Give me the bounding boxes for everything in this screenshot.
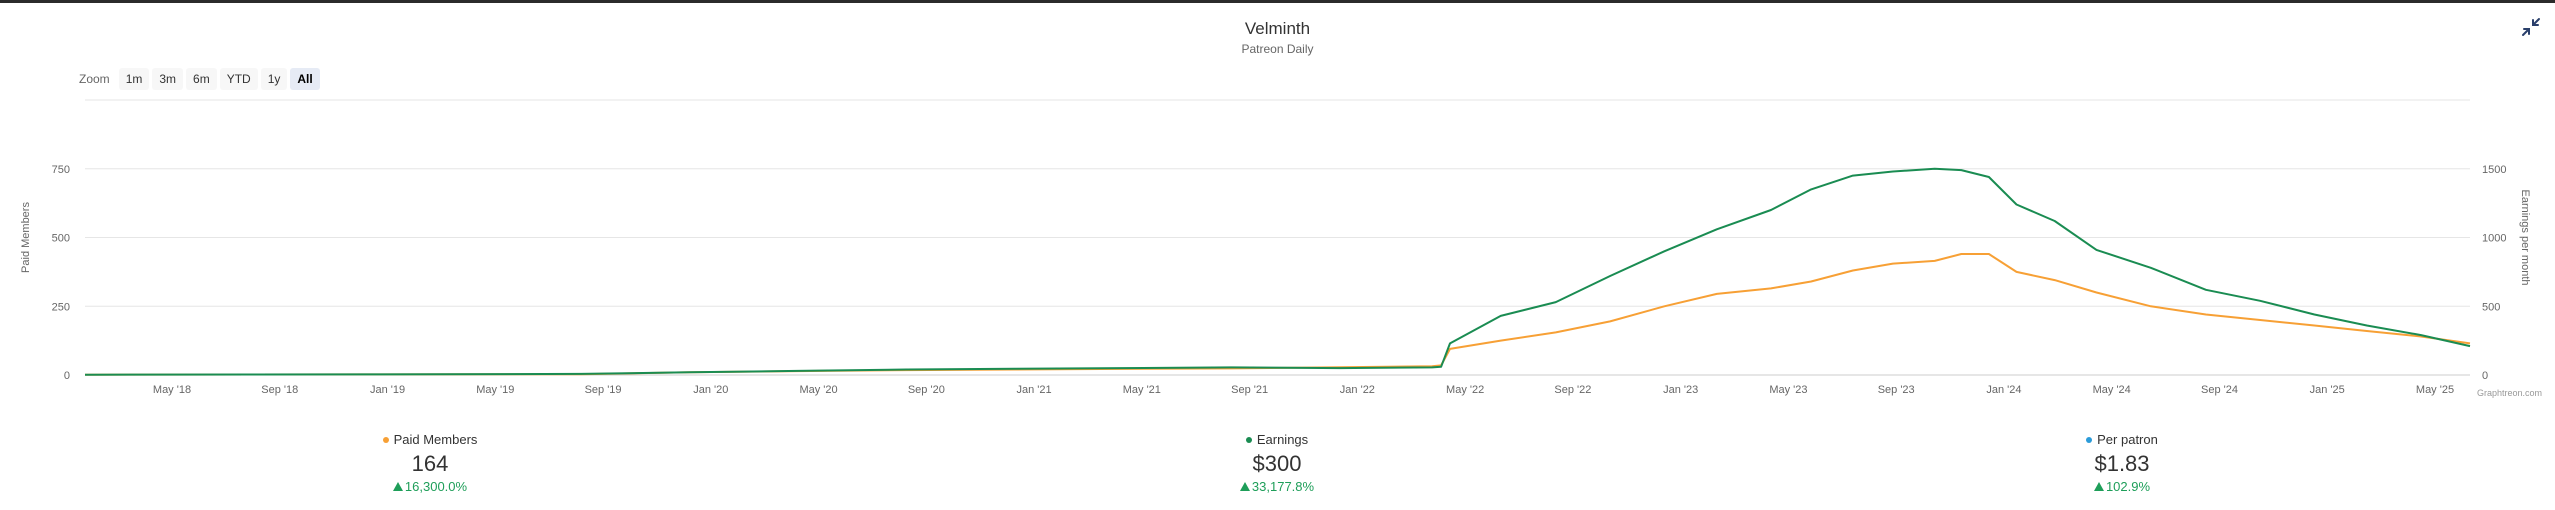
x-tick-label: Sep '21: [1231, 384, 1268, 396]
top-border: [0, 0, 2555, 3]
x-tick-label: Jan '22: [1340, 384, 1375, 396]
x-tick-label: May '23: [1769, 384, 1807, 396]
chart-subtitle: Patreon Daily: [1241, 42, 1314, 56]
stat-change-paid-members: 16,300.0%: [404, 479, 468, 494]
x-tick-label: May '19: [476, 384, 514, 396]
paid-members-dot-icon: [382, 436, 389, 443]
y-right-tick-label: 0: [2482, 370, 2488, 382]
x-tick-label: May '22: [1446, 384, 1484, 396]
zoom-6m-button[interactable]: 6m: [186, 68, 217, 90]
y-right-axis-title: Earnings per month: [2519, 190, 2531, 286]
zoom-1y-button[interactable]: 1y: [260, 68, 288, 90]
y-left-tick-label: 750: [52, 164, 70, 176]
x-tick-label: May '24: [2093, 384, 2131, 396]
y-left-tick-label: 250: [52, 301, 70, 313]
series-line-paid-members: [84, 253, 2471, 376]
y-left-tick-label: 500: [52, 233, 70, 245]
stat-label-earnings: Earnings: [1256, 432, 1309, 447]
up-arrow-icon: [2093, 482, 2104, 491]
stats-summary: Paid Members 164 16,300.0% Earnings $300…: [0, 432, 2555, 510]
stat-label-per-patron: Per patron: [2097, 432, 2158, 447]
x-tick-label: Jan '25: [2310, 384, 2345, 396]
y-right-tick-label: 500: [2482, 301, 2500, 313]
y-left-tick-label: 0: [64, 370, 70, 382]
x-tick-label: May '18: [153, 384, 191, 396]
stat-change-earnings: 33,177.8%: [1251, 479, 1315, 494]
chart-title: Velminth: [1244, 19, 1311, 38]
y-right-tick-label: 1500: [2482, 164, 2506, 176]
zoom-selector: Zoom 1m 3m 6m YTD 1y All: [79, 68, 320, 90]
per-patron-dot-icon: [2086, 436, 2093, 443]
x-tick-label: Sep '22: [1554, 384, 1591, 396]
zoom-1m-button[interactable]: 1m: [118, 68, 150, 90]
chart-credit: Graphtreon.com: [2477, 388, 2542, 398]
up-arrow-icon: [392, 482, 403, 491]
stat-per-patron: Per patron $1.83 102.9%: [1972, 432, 2272, 494]
zoom-3m-button[interactable]: 3m: [152, 68, 184, 90]
zoom-ytd-button[interactable]: YTD: [219, 68, 258, 90]
x-tick-label: Jan '21: [1017, 384, 1052, 396]
collapse-arrows-icon[interactable]: [2520, 16, 2542, 38]
stat-value-per-patron: $1.83: [2094, 451, 2150, 476]
stat-value-earnings: $300: [1252, 451, 1302, 476]
x-tick-label: May '20: [799, 384, 837, 396]
series-line-earnings: [84, 167, 2471, 376]
stat-label-paid-members: Paid Members: [393, 432, 478, 447]
x-tick-label: May '25: [2416, 384, 2454, 396]
x-tick-label: Sep '24: [2201, 384, 2238, 396]
earnings-dot-icon: [1245, 436, 1252, 443]
stat-earnings: Earnings $300 33,177.8%: [1127, 432, 1427, 494]
y-right-tick-label: 1000: [2482, 233, 2506, 245]
zoom-all-button[interactable]: All: [290, 68, 320, 90]
x-tick-label: Jan '24: [1986, 384, 2021, 396]
stat-value-paid-members: 164: [411, 451, 449, 476]
stat-paid-members: Paid Members 164 16,300.0%: [280, 432, 580, 494]
x-tick-label: Jan '19: [370, 384, 405, 396]
zoom-label: Zoom: [79, 72, 110, 86]
x-tick-label: Sep '20: [908, 384, 945, 396]
x-tick-label: May '21: [1123, 384, 1161, 396]
line-chart: 0 250 500 750 0 500 1000 1500 Paid Members Earnin…: [20, 99, 2542, 398]
stat-change-per-patron: 102.9%: [2105, 479, 2151, 494]
x-tick-label: Sep '18: [261, 384, 298, 396]
x-tick-label: Sep '23: [1878, 384, 1915, 396]
y-left-axis-title: Paid Members: [20, 202, 32, 273]
x-tick-label: Jan '23: [1663, 384, 1698, 396]
x-tick-label: Sep '19: [585, 384, 622, 396]
up-arrow-icon: [1239, 482, 1250, 491]
x-tick-label: Jan '20: [693, 384, 728, 396]
